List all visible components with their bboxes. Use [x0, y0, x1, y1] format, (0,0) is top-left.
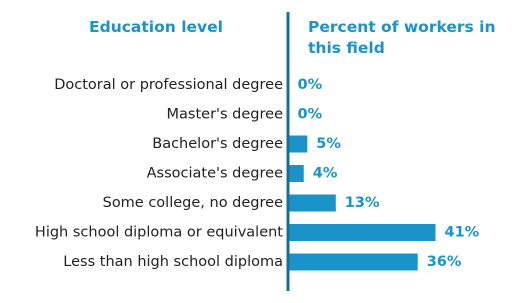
bar: [289, 253, 418, 271]
value-header: Percent of workers in this field: [308, 18, 496, 57]
bar: [289, 165, 304, 182]
value-label: 0%: [298, 107, 323, 123]
value-label: 4%: [313, 166, 338, 182]
category-label: Associate's degree: [147, 166, 283, 182]
category-header: Education level: [89, 18, 223, 36]
category-label: Less than high school diploma: [63, 254, 283, 270]
value-label: 13%: [345, 195, 380, 211]
category-label: Some college, no degree: [103, 195, 283, 211]
value-label: 41%: [445, 225, 480, 241]
category-label: Bachelor's degree: [152, 136, 283, 152]
bar: [289, 194, 336, 212]
bar: [289, 135, 308, 153]
value-label: 5%: [316, 136, 341, 152]
bar: [289, 224, 436, 241]
value-label: 36%: [427, 254, 462, 270]
value-label: 0%: [298, 77, 323, 93]
category-label: Doctoral or professional degree: [54, 77, 283, 93]
category-label: Master's degree: [167, 107, 284, 123]
category-label: High school diploma or equivalent: [35, 225, 283, 241]
